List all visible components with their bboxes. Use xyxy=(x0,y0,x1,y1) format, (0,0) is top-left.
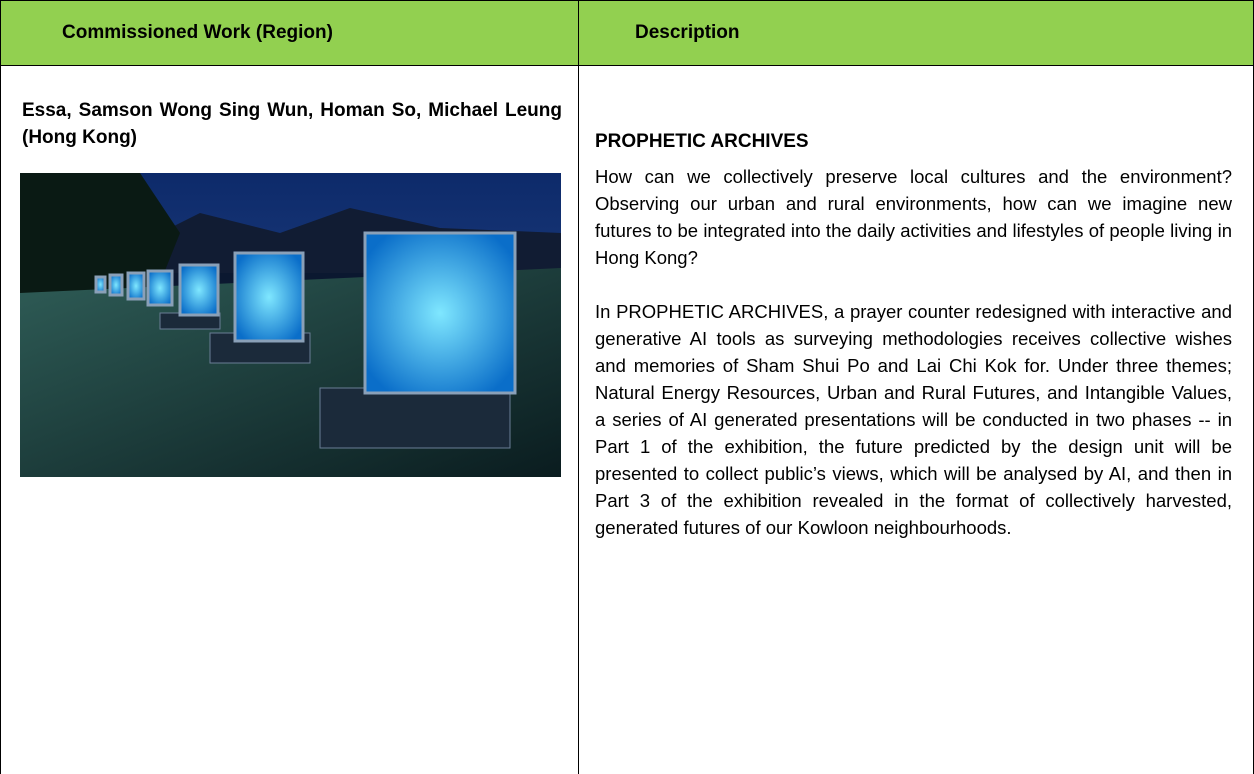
work-title: PROPHETIC ARCHIVES xyxy=(595,128,1232,155)
artwork-image xyxy=(20,173,561,477)
table-border xyxy=(0,0,1,774)
description: How can we collectively preserve local c… xyxy=(595,163,1232,568)
page: Commissioned Work (Region) Description E… xyxy=(0,0,1254,774)
work-credit: Essa, Samson Wong Sing Wun, Homan So, Mi… xyxy=(22,97,562,151)
header-cell: Commissioned Work (Region) xyxy=(62,22,333,44)
header-cell: Description xyxy=(635,22,740,44)
paragraph: How can we collectively preserve local c… xyxy=(595,163,1232,271)
paragraph: In PROPHETIC ARCHIVES, a prayer counter … xyxy=(595,298,1232,541)
column-divider xyxy=(578,0,579,774)
